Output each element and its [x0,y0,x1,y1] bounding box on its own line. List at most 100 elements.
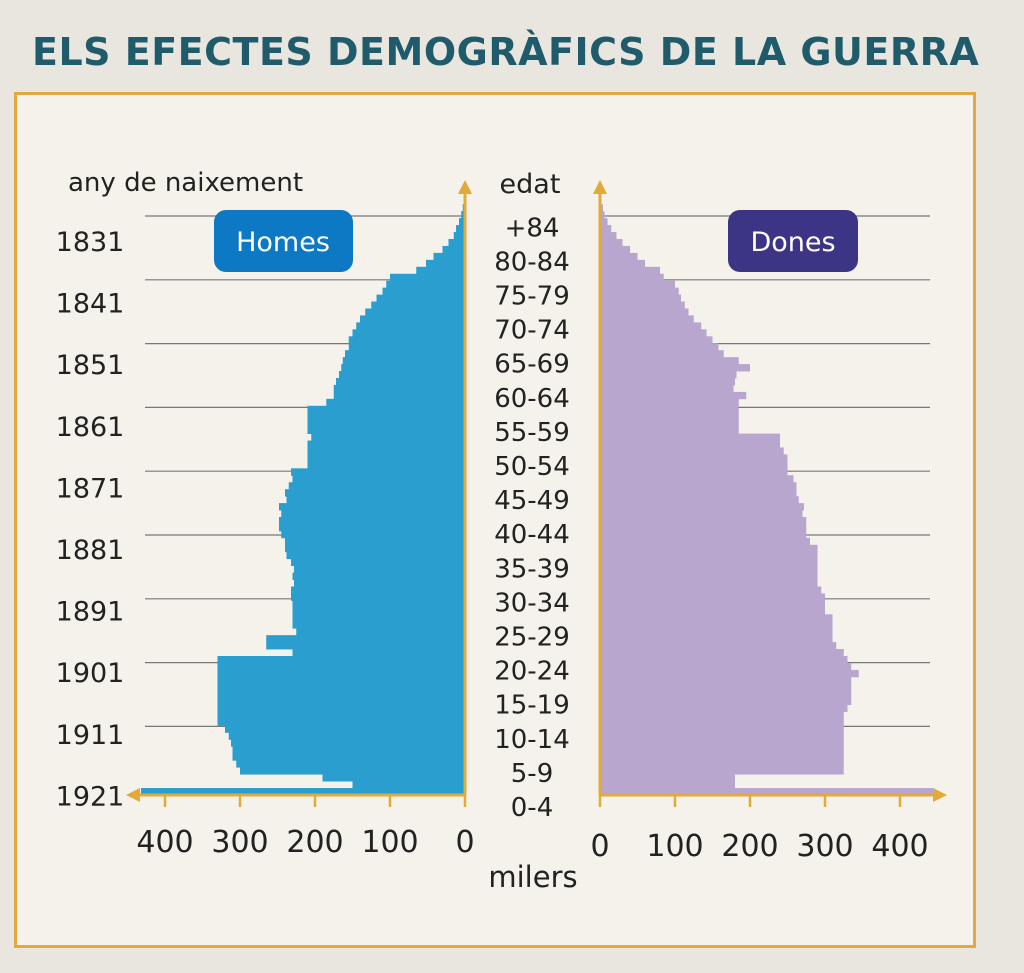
legend-label-dones: Dones [750,227,835,258]
bar-homes [217,704,465,712]
bar-homes [307,461,465,469]
bar-homes [376,294,465,302]
bar-dones [600,711,844,719]
age-group-label: 45-49 [494,486,570,516]
bar-homes [266,635,465,643]
birth-year-label: 1881 [56,535,125,566]
bar-homes [333,384,465,393]
bar-dones [600,433,780,441]
bar-homes [217,697,465,706]
bar-homes [292,607,465,615]
bar-dones [600,537,810,546]
bar-homes [232,753,465,761]
bar-homes [348,343,465,351]
bar-homes [348,336,465,344]
bar-dones [600,649,844,657]
bar-dones [600,329,707,337]
bar-dones [600,565,818,573]
bar-homes [336,378,465,386]
bar-homes [291,593,465,601]
bar-dones [600,510,803,518]
bar-dones [600,586,822,594]
birth-year-label: 1831 [56,227,125,258]
bar-homes [141,788,465,796]
bar-dones [600,468,788,476]
bar-dones [600,732,844,740]
bar-dones [600,211,605,219]
bar-dones [600,218,608,226]
bar-homes [390,273,465,282]
bar-homes [360,315,465,323]
age-group-label: 50-54 [494,452,570,482]
bar-homes [386,280,465,289]
bar-homes [217,690,465,699]
age-group-label: 10-14 [494,725,570,755]
bar-dones [600,266,660,275]
axis-arrow-up-right [593,180,607,194]
axis-arrow-right [933,788,947,802]
bar-dones [600,405,739,414]
bar-dones [600,301,685,309]
bar-homes [311,433,465,441]
bar-dones [600,496,799,504]
age-group-label: 60-64 [494,384,570,414]
bar-homes [453,232,465,240]
bar-homes [456,225,465,233]
x-axis-unit-label: milers [488,860,577,894]
bar-dones [600,704,848,712]
bar-dones [600,753,844,761]
bar-homes [333,391,465,400]
x-tick-label-left: 400 [136,825,193,860]
legend-label-homes: Homes [236,227,330,258]
legend-badge-dones [728,210,858,272]
bar-dones [600,308,689,316]
birth-year-label: 1841 [56,289,125,320]
birth-year-label: 1861 [56,412,125,443]
bar-homes [292,572,465,580]
bar-dones [600,600,825,608]
bar-homes [307,405,465,414]
bar-homes [356,322,465,330]
age-group-label: 80-84 [494,247,570,277]
bar-homes [292,649,465,657]
bar-homes [292,600,465,608]
bar-dones [600,676,852,685]
bar-dones [600,656,848,664]
x-tick-label-right: 300 [796,829,853,864]
x-tick-label-right: 200 [721,829,778,864]
bar-homes [352,329,465,337]
axis-arrow-left [126,788,140,802]
x-tick-label-left: 0 [455,825,474,860]
bar-homes [342,357,465,365]
bar-homes [231,739,465,747]
bar-dones [600,419,739,428]
age-group-label: 30-34 [494,588,570,618]
bar-dones [600,357,739,365]
bar-homes [382,287,465,295]
bar-dones [600,669,859,678]
bar-dones [600,440,780,448]
bar-homes [294,579,465,587]
birth-year-label: 1851 [56,350,125,381]
bar-homes [461,211,465,219]
bar-homes [281,510,465,518]
bar-dones [600,746,844,754]
bar-dones [600,315,694,323]
bar-homes [433,252,465,261]
age-group-label: 20-24 [494,657,570,687]
bar-homes [281,530,465,539]
bar-dones [600,412,739,421]
age-group-label: 25-29 [494,623,570,653]
age-group-label: 35-39 [494,554,570,584]
bar-dones [600,364,750,372]
age-group-label: 75-79 [494,282,570,312]
bar-dones [600,697,852,706]
bar-dones [600,391,747,400]
x-tick-label-left: 100 [361,825,418,860]
bar-dones [600,378,735,386]
bar-homes [292,475,465,483]
bar-homes [352,781,465,789]
bar-dones [600,294,681,302]
bar-homes [225,725,465,733]
bar-homes [279,517,465,525]
